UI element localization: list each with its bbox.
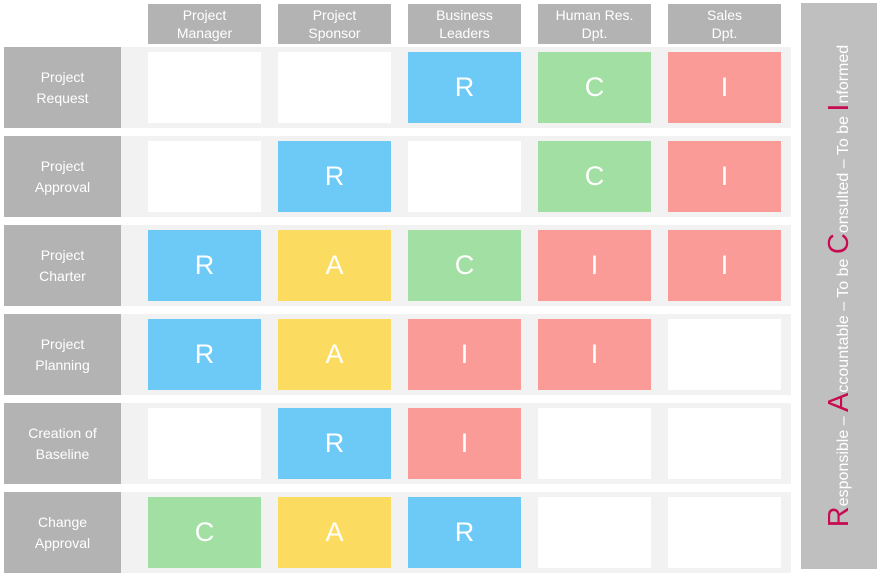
raci-cell-r2-c1-empty — [148, 141, 261, 212]
row-header-3: Project Charter — [4, 225, 121, 306]
row-band-5: Creation of Baseline R I — [4, 403, 791, 484]
raci-cell-r3-c4-I: I — [538, 230, 651, 301]
raci-cell-r5-c2-R: R — [278, 408, 391, 479]
raci-cell-r3-c2-A: A — [278, 230, 391, 301]
row-header-2: Project Approval — [4, 136, 121, 217]
raci-cell-r6-c1-C: C — [148, 497, 261, 568]
legend-initial-A: A — [823, 392, 855, 412]
raci-cell-r6-c2-A: A — [278, 497, 391, 568]
raci-cell-r1-c4-C: C — [538, 52, 651, 123]
raci-cell-r5-c5-empty — [668, 408, 781, 479]
row-band-2: Project Approval R C I — [4, 136, 791, 217]
raci-cell-r5-c1-empty — [148, 408, 261, 479]
row-band-4: Project Planning R A I I — [4, 314, 791, 395]
raci-cell-r1-c5-I: I — [668, 52, 781, 123]
raci-cell-r6-c5-empty — [668, 497, 781, 568]
raci-cell-r6-c4-empty — [538, 497, 651, 568]
column-header-3: Business Leaders — [408, 4, 521, 44]
row-band-6: Change Approval C A R — [4, 492, 791, 573]
raci-cell-r2-c3-empty — [408, 141, 521, 212]
raci-cell-r4-c1-R: R — [148, 319, 261, 390]
row-header-1: Project Request — [4, 47, 121, 128]
column-header-2: Project Sponsor — [278, 4, 391, 44]
raci-cell-r3-c5-I: I — [668, 230, 781, 301]
row-header-5: Creation of Baseline — [4, 403, 121, 484]
legend-bar — [801, 3, 877, 569]
raci-cell-r2-c5-I: I — [668, 141, 781, 212]
row-header-6: Change Approval — [4, 492, 121, 573]
legend-text: Responsible – Accountable – To be Consul… — [801, 3, 877, 569]
legend-word: nformed — [835, 44, 852, 104]
raci-cell-r5-c3-I: I — [408, 408, 521, 479]
raci-cell-r2-c4-C: C — [538, 141, 651, 212]
column-header-5: Sales Dpt. — [668, 4, 781, 44]
column-header-4: Human Res. Dpt. — [538, 4, 651, 44]
raci-cell-r4-c4-I: I — [538, 319, 651, 390]
raci-cell-r2-c2-R: R — [278, 141, 391, 212]
legend-word: esponsible – — [835, 411, 852, 507]
raci-cell-r3-c1-R: R — [148, 230, 261, 301]
legend-word: ccountable – To be — [835, 254, 852, 393]
raci-cell-r6-c3-R: R — [408, 497, 521, 568]
raci-cell-r1-c3-R: R — [408, 52, 521, 123]
legend-initial-I: I — [823, 103, 855, 112]
row-band-3: Project Charter R A C I I — [4, 225, 791, 306]
row-band-1: Project Request R C I — [4, 47, 791, 128]
legend-initial-R: R — [823, 506, 855, 528]
raci-cell-r4-c5-empty — [668, 319, 781, 390]
raci-cell-r5-c4-empty — [538, 408, 651, 479]
column-header-1: Project Manager — [148, 4, 261, 44]
raci-cell-r1-c2-empty — [278, 52, 391, 123]
legend-word: onsulted – To be — [835, 111, 852, 234]
raci-cell-r4-c3-I: I — [408, 319, 521, 390]
legend-initial-C: C — [823, 233, 855, 255]
raci-cell-r4-c2-A: A — [278, 319, 391, 390]
raci-cell-r3-c3-C: C — [408, 230, 521, 301]
row-header-4: Project Planning — [4, 314, 121, 395]
raci-cell-r1-c1-empty — [148, 52, 261, 123]
